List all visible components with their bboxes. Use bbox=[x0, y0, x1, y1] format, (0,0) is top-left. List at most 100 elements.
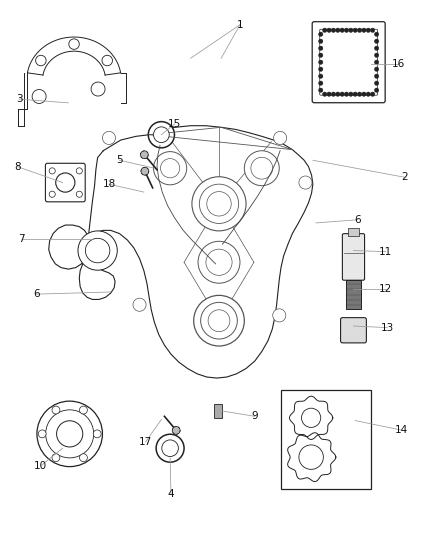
Text: 5: 5 bbox=[116, 155, 123, 165]
Circle shape bbox=[340, 92, 344, 96]
Circle shape bbox=[148, 122, 174, 148]
Text: 10: 10 bbox=[34, 461, 47, 471]
Text: 4: 4 bbox=[168, 489, 174, 499]
Polygon shape bbox=[28, 37, 120, 75]
Circle shape bbox=[49, 168, 55, 174]
Bar bbox=[346, 280, 361, 309]
Circle shape bbox=[318, 60, 323, 64]
Circle shape bbox=[374, 81, 379, 85]
Circle shape bbox=[374, 74, 379, 78]
Circle shape bbox=[336, 92, 340, 96]
Circle shape bbox=[38, 430, 46, 438]
Circle shape bbox=[349, 92, 353, 96]
Circle shape bbox=[69, 39, 79, 50]
Text: 9: 9 bbox=[251, 411, 258, 421]
Circle shape bbox=[102, 55, 113, 66]
Bar bbox=[348, 228, 359, 236]
Circle shape bbox=[374, 39, 379, 43]
Circle shape bbox=[331, 28, 336, 33]
Circle shape bbox=[366, 28, 371, 33]
Circle shape bbox=[299, 176, 312, 189]
Circle shape bbox=[78, 231, 117, 270]
Circle shape bbox=[318, 74, 323, 78]
Circle shape bbox=[201, 302, 237, 339]
Text: 12: 12 bbox=[379, 284, 392, 294]
Text: 7: 7 bbox=[18, 234, 25, 244]
FancyBboxPatch shape bbox=[46, 163, 85, 202]
Text: 6: 6 bbox=[33, 289, 40, 299]
Circle shape bbox=[192, 177, 246, 231]
Circle shape bbox=[353, 28, 357, 33]
Text: 16: 16 bbox=[392, 59, 406, 69]
Circle shape bbox=[49, 191, 55, 197]
Circle shape bbox=[322, 92, 327, 96]
Circle shape bbox=[362, 92, 366, 96]
Text: 18: 18 bbox=[102, 179, 116, 189]
Bar bbox=[282, 390, 371, 489]
Circle shape bbox=[251, 157, 273, 179]
Circle shape bbox=[76, 191, 82, 197]
Circle shape bbox=[194, 295, 244, 346]
Circle shape bbox=[207, 191, 231, 216]
Circle shape bbox=[93, 430, 101, 438]
Circle shape bbox=[206, 249, 232, 276]
Circle shape bbox=[46, 410, 94, 458]
Polygon shape bbox=[49, 126, 313, 378]
Circle shape bbox=[162, 440, 178, 456]
Circle shape bbox=[198, 241, 240, 283]
Circle shape bbox=[318, 46, 323, 51]
Circle shape bbox=[374, 67, 379, 71]
Circle shape bbox=[102, 131, 116, 144]
Circle shape bbox=[133, 298, 146, 311]
Circle shape bbox=[374, 60, 379, 64]
FancyBboxPatch shape bbox=[343, 233, 364, 280]
Circle shape bbox=[374, 53, 379, 58]
Circle shape bbox=[56, 173, 75, 192]
Circle shape bbox=[80, 406, 87, 414]
Circle shape bbox=[141, 167, 149, 175]
Circle shape bbox=[366, 92, 371, 96]
Bar bbox=[214, 404, 222, 418]
Circle shape bbox=[374, 32, 379, 36]
Circle shape bbox=[299, 445, 323, 470]
Circle shape bbox=[57, 421, 83, 447]
Text: 14: 14 bbox=[395, 425, 408, 435]
Circle shape bbox=[76, 168, 82, 174]
Circle shape bbox=[85, 238, 110, 263]
Circle shape bbox=[353, 92, 357, 96]
Circle shape bbox=[349, 28, 353, 33]
Circle shape bbox=[91, 82, 105, 96]
Circle shape bbox=[318, 32, 323, 36]
Circle shape bbox=[336, 28, 340, 33]
Text: 2: 2 bbox=[401, 172, 408, 182]
Circle shape bbox=[340, 28, 344, 33]
Circle shape bbox=[244, 151, 279, 185]
Circle shape bbox=[153, 151, 187, 185]
Circle shape bbox=[322, 28, 327, 33]
Text: 6: 6 bbox=[354, 215, 361, 225]
Text: 17: 17 bbox=[139, 437, 152, 447]
Circle shape bbox=[273, 309, 286, 322]
Circle shape bbox=[52, 454, 60, 462]
Circle shape bbox=[371, 92, 375, 96]
Circle shape bbox=[141, 151, 148, 159]
Text: 8: 8 bbox=[14, 161, 21, 172]
Circle shape bbox=[80, 454, 87, 462]
Circle shape bbox=[327, 92, 331, 96]
Circle shape bbox=[37, 401, 102, 466]
Text: 15: 15 bbox=[168, 119, 181, 129]
Circle shape bbox=[160, 159, 180, 178]
Text: 1: 1 bbox=[237, 20, 243, 30]
Circle shape bbox=[301, 408, 321, 427]
Polygon shape bbox=[288, 433, 336, 481]
Circle shape bbox=[357, 92, 362, 96]
Circle shape bbox=[344, 28, 349, 33]
Circle shape bbox=[344, 92, 349, 96]
FancyBboxPatch shape bbox=[341, 318, 366, 343]
Circle shape bbox=[327, 28, 331, 33]
Text: 11: 11 bbox=[379, 247, 392, 256]
Circle shape bbox=[357, 28, 362, 33]
Circle shape bbox=[318, 81, 323, 85]
Circle shape bbox=[318, 67, 323, 71]
Circle shape bbox=[156, 434, 184, 462]
